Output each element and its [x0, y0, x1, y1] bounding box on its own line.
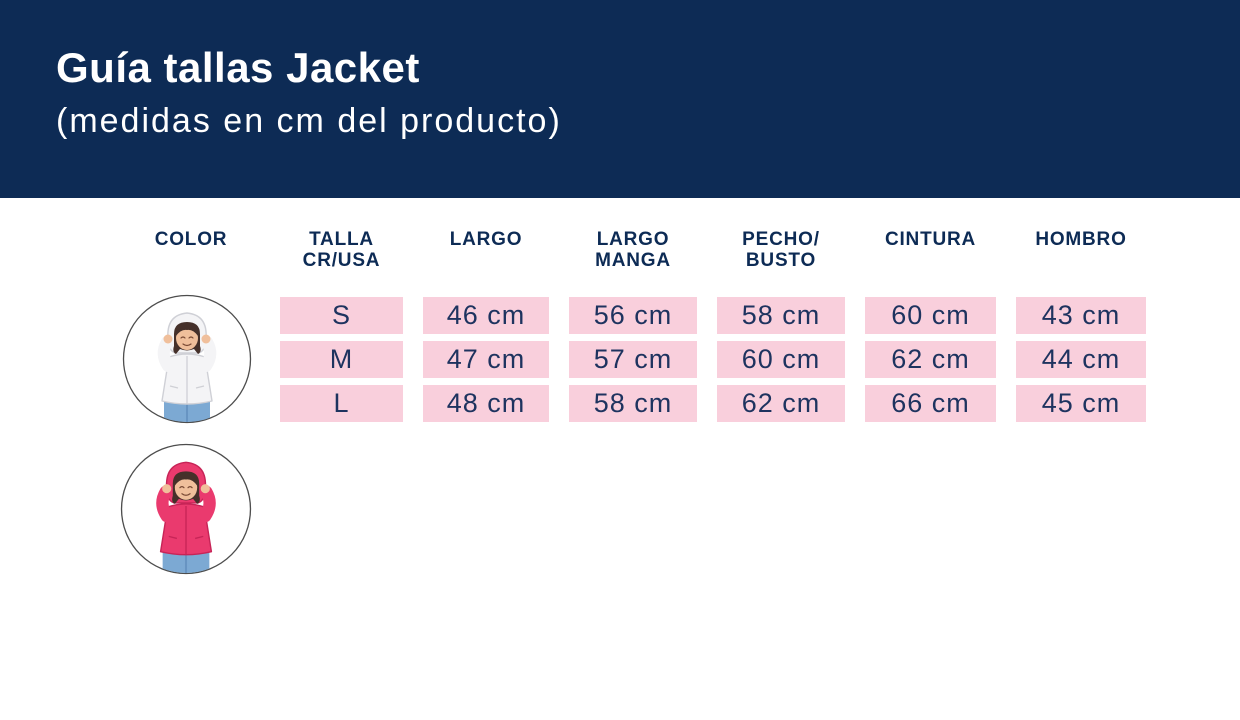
cell-row-l-hombro: 45 cm — [1016, 385, 1146, 422]
cell-row-s-pecho-busto: 58 cm — [717, 297, 845, 334]
zipper-and-pockets — [169, 356, 205, 404]
column-header-line: CINTURA — [884, 229, 977, 250]
cell-row-s-largo-manga: 56 cm — [569, 297, 697, 334]
cell-row-l-talla: L — [280, 385, 403, 422]
face-features — [179, 486, 193, 496]
bangs — [176, 325, 198, 336]
cell-row-l-largo: 48 cm — [423, 385, 549, 422]
column-header-color: COLOR — [122, 226, 260, 290]
face — [176, 326, 198, 350]
pink-jacket-illustration — [120, 443, 252, 575]
column-header-largo: LARGO — [423, 226, 549, 290]
column-header-line: PECHO/ — [742, 229, 820, 250]
cell-row-s-talla: S — [280, 297, 403, 334]
column-header-line: LARGO — [596, 229, 670, 250]
face — [174, 475, 198, 500]
column-header-hombro: HOMBRO — [1016, 226, 1146, 290]
cell-row-m-hombro: 44 cm — [1016, 341, 1146, 378]
zipper-and-pockets — [168, 505, 204, 555]
column-header-talla: TALLA CR/USA — [280, 226, 403, 290]
raised-arms — [157, 336, 217, 372]
column-header-line: MANGA — [595, 250, 671, 271]
page-title: Guía tallas Jacket — [56, 44, 420, 91]
column-header-line: BUSTO — [745, 250, 817, 271]
cell-row-s-largo: 46 cm — [423, 297, 549, 334]
white-jacket-illustration — [122, 294, 252, 424]
cell-row-s-cintura: 60 cm — [865, 297, 996, 334]
cell-row-m-largo-manga: 57 cm — [569, 341, 697, 378]
size-table: COLOR TALLA CR/USA LARGO LARGO MANGA PEC… — [122, 226, 1146, 422]
cell-row-l-pecho-busto: 62 cm — [717, 385, 845, 422]
hands — [163, 334, 211, 344]
column-header-line: CR/USA — [302, 250, 381, 271]
raised-arms — [156, 485, 216, 523]
column-header-line: HOMBRO — [1035, 229, 1127, 250]
column-header-line: LARGO — [449, 229, 523, 250]
bangs — [174, 474, 198, 486]
column-header-line: COLOR — [154, 229, 228, 250]
column-header-pecho-busto: PECHO/ BUSTO — [717, 226, 845, 290]
header-band: Guía tallas Jacket (medidas en cm del pr… — [0, 0, 1240, 198]
pink-jacket-photo — [120, 443, 252, 575]
cell-row-l-cintura: 66 cm — [865, 385, 996, 422]
cell-row-s-hombro: 43 cm — [1016, 297, 1146, 334]
column-header-largo-manga: LARGO MANGA — [569, 226, 697, 290]
cell-row-m-cintura: 62 cm — [865, 341, 996, 378]
hands — [162, 484, 210, 494]
column-header-cintura: CINTURA — [865, 226, 996, 290]
face-features — [180, 336, 194, 347]
cell-row-l-largo-manga: 58 cm — [569, 385, 697, 422]
cell-row-m-pecho-busto: 60 cm — [717, 341, 845, 378]
cell-row-m-largo: 47 cm — [423, 341, 549, 378]
column-header-line: TALLA — [309, 229, 374, 250]
page-subtitle: (medidas en cm del producto) — [56, 102, 562, 140]
cell-row-m-talla: M — [280, 341, 403, 378]
white-jacket-photo — [122, 294, 252, 424]
